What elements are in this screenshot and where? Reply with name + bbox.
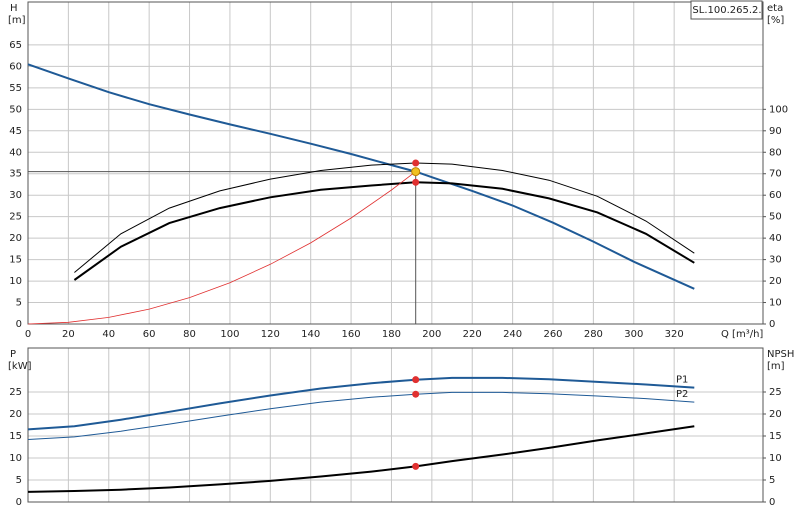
series-label: P2 [676, 389, 688, 400]
y2-axis-label: NPSH [767, 349, 794, 360]
y-tick-label: 50 [9, 104, 22, 115]
plot-frame [27, 1, 764, 325]
y2-tick-label: 20 [769, 409, 782, 420]
y-tick-label: 20 [9, 233, 22, 244]
y-tick-label: 5 [16, 298, 22, 309]
y2-tick-label: 10 [769, 453, 782, 464]
y-tick-label: 10 [9, 453, 22, 464]
marker-point [412, 159, 420, 167]
title-box [690, 0, 763, 20]
y2-tick-label: 60 [769, 190, 782, 201]
x-axis-label: Q [m³/h] [721, 329, 763, 340]
x-tick-label: 200 [422, 329, 441, 340]
y-tick-label: 20 [9, 409, 22, 420]
y-tick-label: 25 [9, 387, 22, 398]
x-tick-label: 300 [624, 329, 643, 340]
series-line [27, 171, 416, 325]
series-line [27, 391, 695, 440]
operating-point [411, 167, 421, 177]
x-tick-label: 0 [25, 329, 31, 340]
y-tick-label: 15 [9, 431, 22, 442]
y-tick-label: 45 [9, 126, 22, 137]
y-axis-unit: [kW] [8, 361, 32, 372]
marker-point [412, 462, 420, 470]
y-tick-label: 65 [9, 40, 22, 51]
y2-tick-label: 40 [769, 233, 782, 244]
y-tick-label: 35 [9, 169, 22, 180]
x-tick-label: 60 [143, 329, 156, 340]
y2-tick-label: 90 [769, 126, 782, 137]
x-tick-label: 240 [503, 329, 522, 340]
x-tick-label: 100 [220, 329, 239, 340]
y2-tick-label: 80 [769, 147, 782, 158]
series-line [74, 162, 695, 273]
y-tick-label: 55 [9, 83, 22, 94]
series-line [27, 425, 695, 493]
y2-tick-label: 0 [769, 497, 775, 508]
x-tick-label: 320 [665, 329, 684, 340]
x-tick-label: 160 [342, 329, 361, 340]
marker-point [412, 178, 420, 186]
y2-tick-label: 30 [769, 255, 782, 266]
y-axis-label: P [10, 349, 16, 360]
y-tick-label: 40 [9, 147, 22, 158]
y-tick-label: 15 [9, 255, 22, 266]
y2-tick-label: 20 [769, 276, 782, 287]
y2-tick-label: 10 [769, 298, 782, 309]
series-label: P1 [676, 375, 688, 386]
y-tick-label: 30 [9, 190, 22, 201]
plot-frame [27, 347, 764, 503]
chart-title: SL.100.265.2. [692, 5, 761, 16]
y2-tick-label: 50 [769, 212, 782, 223]
x-tick-label: 20 [62, 329, 75, 340]
y2-axis-unit: [%] [767, 15, 784, 26]
y-tick-label: 0 [16, 497, 22, 508]
series-line [73, 181, 695, 281]
x-tick-label: 120 [261, 329, 280, 340]
series-line [27, 376, 695, 431]
y-axis-label: H [10, 3, 18, 14]
y2-axis-label: eta [767, 3, 783, 14]
y2-tick-label: 70 [769, 169, 782, 180]
x-tick-label: 80 [183, 329, 196, 340]
y-tick-label: 5 [16, 475, 22, 486]
y2-tick-label: 0 [769, 319, 775, 330]
x-tick-label: 280 [584, 329, 603, 340]
y-tick-label: 10 [9, 276, 22, 287]
x-tick-label: 260 [543, 329, 562, 340]
marker-point [412, 390, 420, 398]
y-tick-label: 25 [9, 212, 22, 223]
x-tick-label: 40 [102, 329, 115, 340]
y2-tick-label: 5 [769, 475, 775, 486]
y-tick-label: 0 [16, 319, 22, 330]
marker-point [412, 376, 420, 384]
y-axis-unit: [m] [8, 15, 26, 26]
y-tick-label: 60 [9, 61, 22, 72]
y2-axis-unit: [m] [767, 361, 785, 372]
y2-tick-label: 25 [769, 387, 782, 398]
series-line [27, 63, 695, 290]
x-tick-label: 180 [382, 329, 401, 340]
y2-tick-label: 15 [769, 431, 782, 442]
x-tick-label: 220 [463, 329, 482, 340]
x-tick-label: 140 [301, 329, 320, 340]
y2-tick-label: 100 [769, 104, 788, 115]
